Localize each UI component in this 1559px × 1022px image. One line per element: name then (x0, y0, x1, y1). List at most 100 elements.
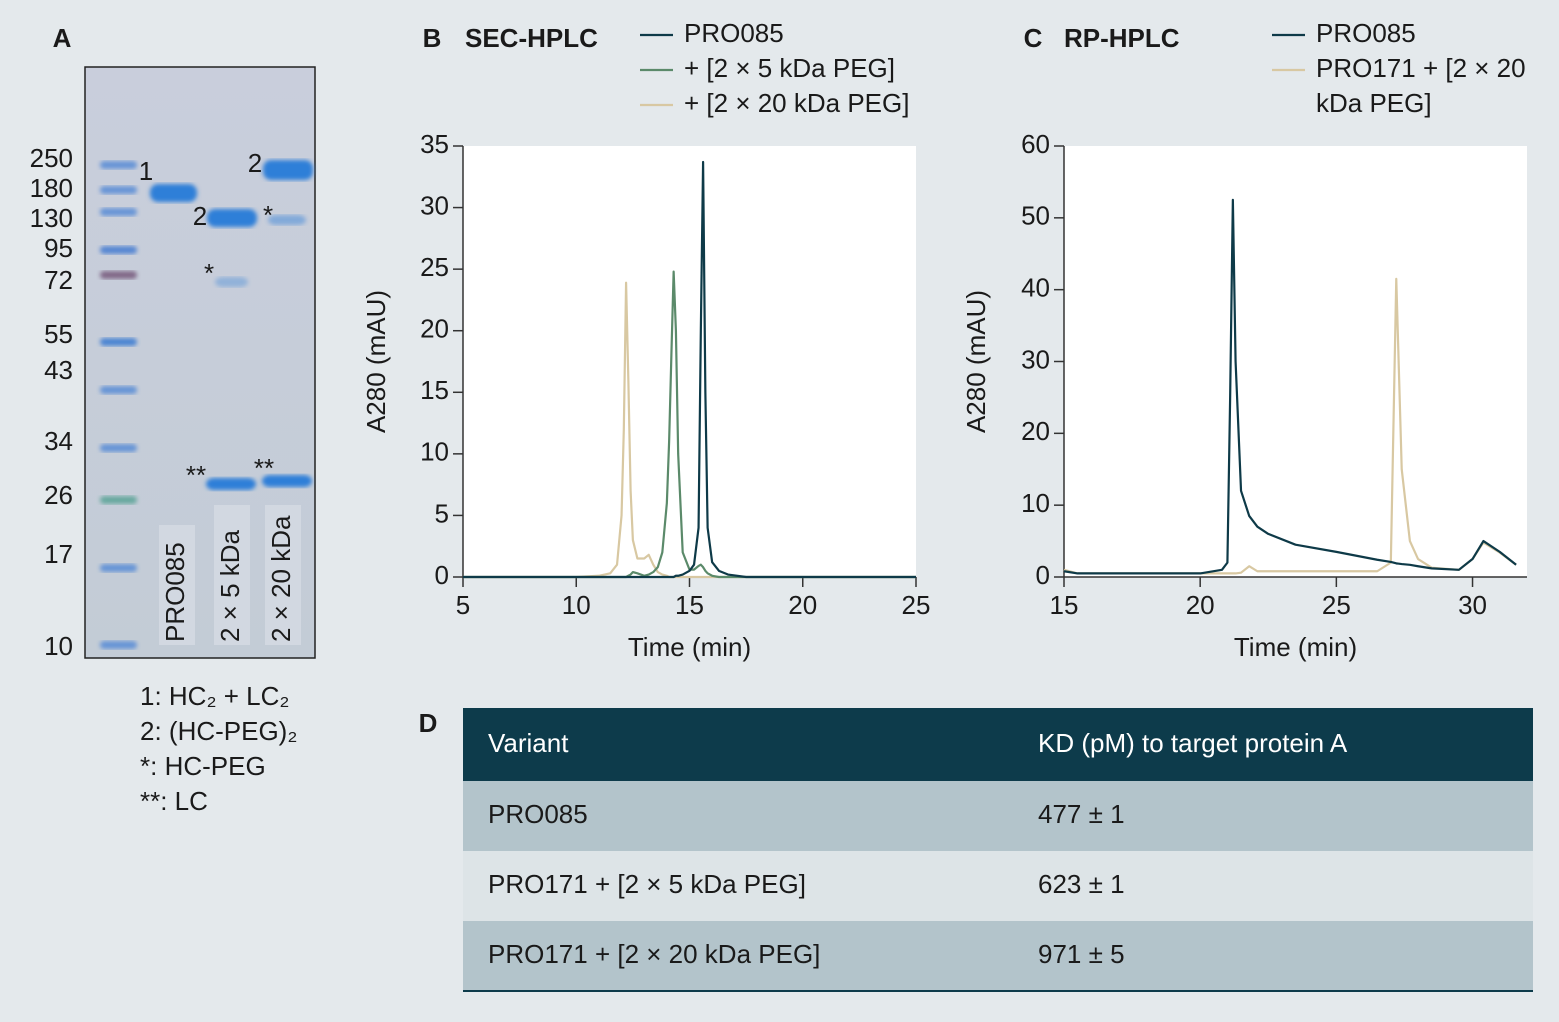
gel-legend: 1: HC₂ + LC₂ (140, 681, 290, 711)
ladder-band (100, 641, 137, 649)
x-tick-label: 20 (788, 590, 817, 620)
band-label: 2 (193, 201, 207, 231)
table-cell: 477 ± 1 (1038, 799, 1125, 829)
ladder-band (100, 271, 137, 279)
chart-title: SEC-HPLC (465, 23, 598, 53)
legend-label: PRO171 + [2 × 20 kDa PEG] (1316, 53, 1526, 118)
y-tick-label: 0 (1036, 560, 1050, 590)
ladder-band (100, 338, 137, 346)
ladder-band (100, 246, 137, 254)
y-axis-label: A280 (mAU) (961, 290, 991, 433)
legend-box: PRO085 (684, 18, 784, 48)
y-tick-label: 25 (420, 252, 449, 282)
sample-band (215, 277, 248, 287)
sample-band (262, 475, 312, 487)
marker-label: 250 (30, 143, 73, 173)
table-header (463, 708, 1533, 781)
y-axis-label: A280 (mAU) (361, 290, 391, 433)
chart-title: RP-HPLC (1064, 23, 1180, 53)
marker-label: 26 (44, 480, 73, 510)
legend-label: + [2 × 5 kDa PEG] (684, 53, 895, 83)
marker-label: 95 (44, 233, 73, 263)
band-label: * (263, 200, 273, 230)
header-cell: KD (pM) to target protein A (1038, 728, 1348, 758)
x-tick-label: 20 (1186, 590, 1215, 620)
table-row (463, 781, 1533, 851)
plot-area (463, 146, 916, 577)
panel-label: C (1024, 23, 1043, 53)
band-label: ** (254, 453, 274, 483)
band-label: 2 (248, 148, 262, 178)
table-cell: 623 ± 1 (1038, 869, 1125, 899)
lane-label: 2 × 5 kDa (215, 529, 245, 642)
legend-box: PRO085 (1316, 18, 1416, 48)
y-tick-label: 15 (420, 375, 449, 405)
marker-label: 10 (44, 631, 73, 661)
marker-label: 34 (44, 426, 73, 456)
sample-band (207, 209, 257, 227)
y-tick-label: 10 (1021, 488, 1050, 518)
y-tick-label: 5 (435, 498, 449, 528)
y-tick-label: 40 (1021, 273, 1050, 303)
table-cell: PRO171 + [2 × 20 kDa PEG] (488, 939, 820, 969)
x-axis-label: Time (min) (1234, 632, 1357, 662)
x-tick-label: 5 (456, 590, 470, 620)
ladder-band (100, 564, 137, 572)
sample-band (206, 478, 256, 490)
panel-label: B (423, 23, 442, 53)
x-tick-label: 30 (1458, 590, 1487, 620)
legend-box: + [2 × 20 kDa PEG] (684, 88, 910, 118)
table-cell: PRO171 + [2 × 5 kDa PEG] (488, 869, 806, 899)
gel-legend: 2: (HC-PEG)₂ (140, 716, 297, 746)
gel-legend: *: HC-PEG (140, 751, 266, 781)
table-row (463, 851, 1533, 921)
x-tick-label: 10 (562, 590, 591, 620)
lane-label-bg (214, 505, 250, 645)
marker-label: 180 (30, 173, 73, 203)
table-row (463, 921, 1533, 991)
band-label: 1 (139, 156, 153, 186)
ladder-band (100, 208, 137, 216)
legend-label: PRO085 (1316, 18, 1416, 48)
plot-area (1064, 146, 1527, 577)
marker-label: 130 (30, 203, 73, 233)
x-tick-label: 15 (1050, 590, 1079, 620)
band-label: * (204, 258, 214, 288)
ladder-band (100, 161, 137, 169)
lane-label-bg (265, 505, 301, 645)
ladder-band (100, 444, 137, 452)
band-label: ** (186, 460, 206, 490)
ladder-band (100, 186, 137, 194)
lane-label-bg (159, 525, 195, 645)
legend-label: + [2 × 20 kDa PEG] (684, 88, 910, 118)
marker-label: 55 (44, 319, 73, 349)
panel-label: A (53, 23, 72, 53)
x-tick-label: 15 (675, 590, 704, 620)
y-tick-label: 10 (420, 437, 449, 467)
gel-legend: **: LC (140, 786, 208, 816)
header-cell: Variant (488, 728, 569, 758)
data-line (1063, 198, 1517, 575)
marker-label: 72 (44, 265, 73, 295)
lane-label: 2 × 20 kDa (266, 515, 296, 642)
x-axis-label: Time (min) (628, 632, 751, 662)
legend-box: + [2 × 5 kDa PEG] (684, 53, 895, 83)
ladder-band (100, 496, 137, 504)
table-cell: 971 ± 5 (1038, 939, 1125, 969)
ladder-band (100, 386, 137, 394)
y-tick-label: 20 (1021, 416, 1050, 446)
x-tick-label: 25 (902, 590, 931, 620)
y-tick-label: 30 (420, 190, 449, 220)
sample-band (150, 184, 197, 202)
marker-label: 43 (44, 355, 73, 385)
x-tick-label: 25 (1322, 590, 1351, 620)
legend-label: PRO085 (684, 18, 784, 48)
sample-band (268, 215, 306, 225)
legend-box: PRO171 + [2 × 20 kDa PEG] (1316, 53, 1526, 118)
y-tick-label: 50 (1021, 201, 1050, 231)
y-tick-label: 0 (435, 560, 449, 590)
y-tick-label: 30 (1021, 344, 1050, 374)
lane-label: PRO085 (160, 542, 190, 642)
marker-label: 17 (44, 539, 73, 569)
